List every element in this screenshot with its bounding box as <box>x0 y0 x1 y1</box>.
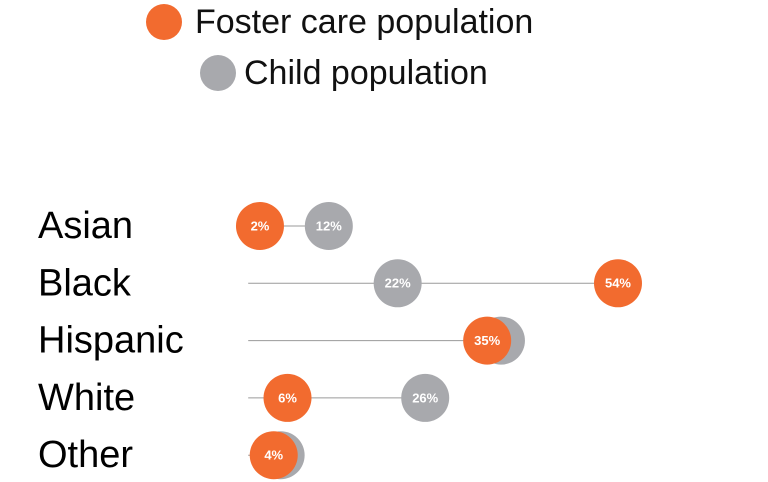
dot <box>593 259 642 308</box>
category-label: Hispanic <box>38 320 184 362</box>
dot <box>235 202 284 250</box>
value-label: 12% <box>316 218 342 233</box>
dot <box>263 373 312 422</box>
category-label: Asian <box>38 205 133 247</box>
dot <box>463 316 512 365</box>
category-label: Other <box>38 434 133 476</box>
dot <box>373 259 422 308</box>
legend-label: Child population <box>244 54 488 92</box>
value-label: 22% <box>385 276 411 291</box>
plot-area: Asian 12% 2% Black 22% 54% Hispanic 35% White 26%… <box>38 202 642 480</box>
value-label: 4% <box>264 448 283 463</box>
legend: Foster care population Child population <box>146 3 533 92</box>
dot <box>249 431 298 480</box>
category-label: Black <box>38 262 132 304</box>
value-label: 54% <box>605 276 631 291</box>
value-label: 35% <box>474 333 500 348</box>
category-label: White <box>38 377 135 419</box>
legend-swatch <box>146 4 182 40</box>
legend-swatch <box>200 55 236 91</box>
dot <box>304 202 353 250</box>
dot <box>401 373 450 422</box>
legend-label: Foster care population <box>195 3 533 41</box>
value-label: 2% <box>251 218 270 233</box>
value-label: 6% <box>278 390 297 405</box>
value-label: 26% <box>412 390 438 405</box>
